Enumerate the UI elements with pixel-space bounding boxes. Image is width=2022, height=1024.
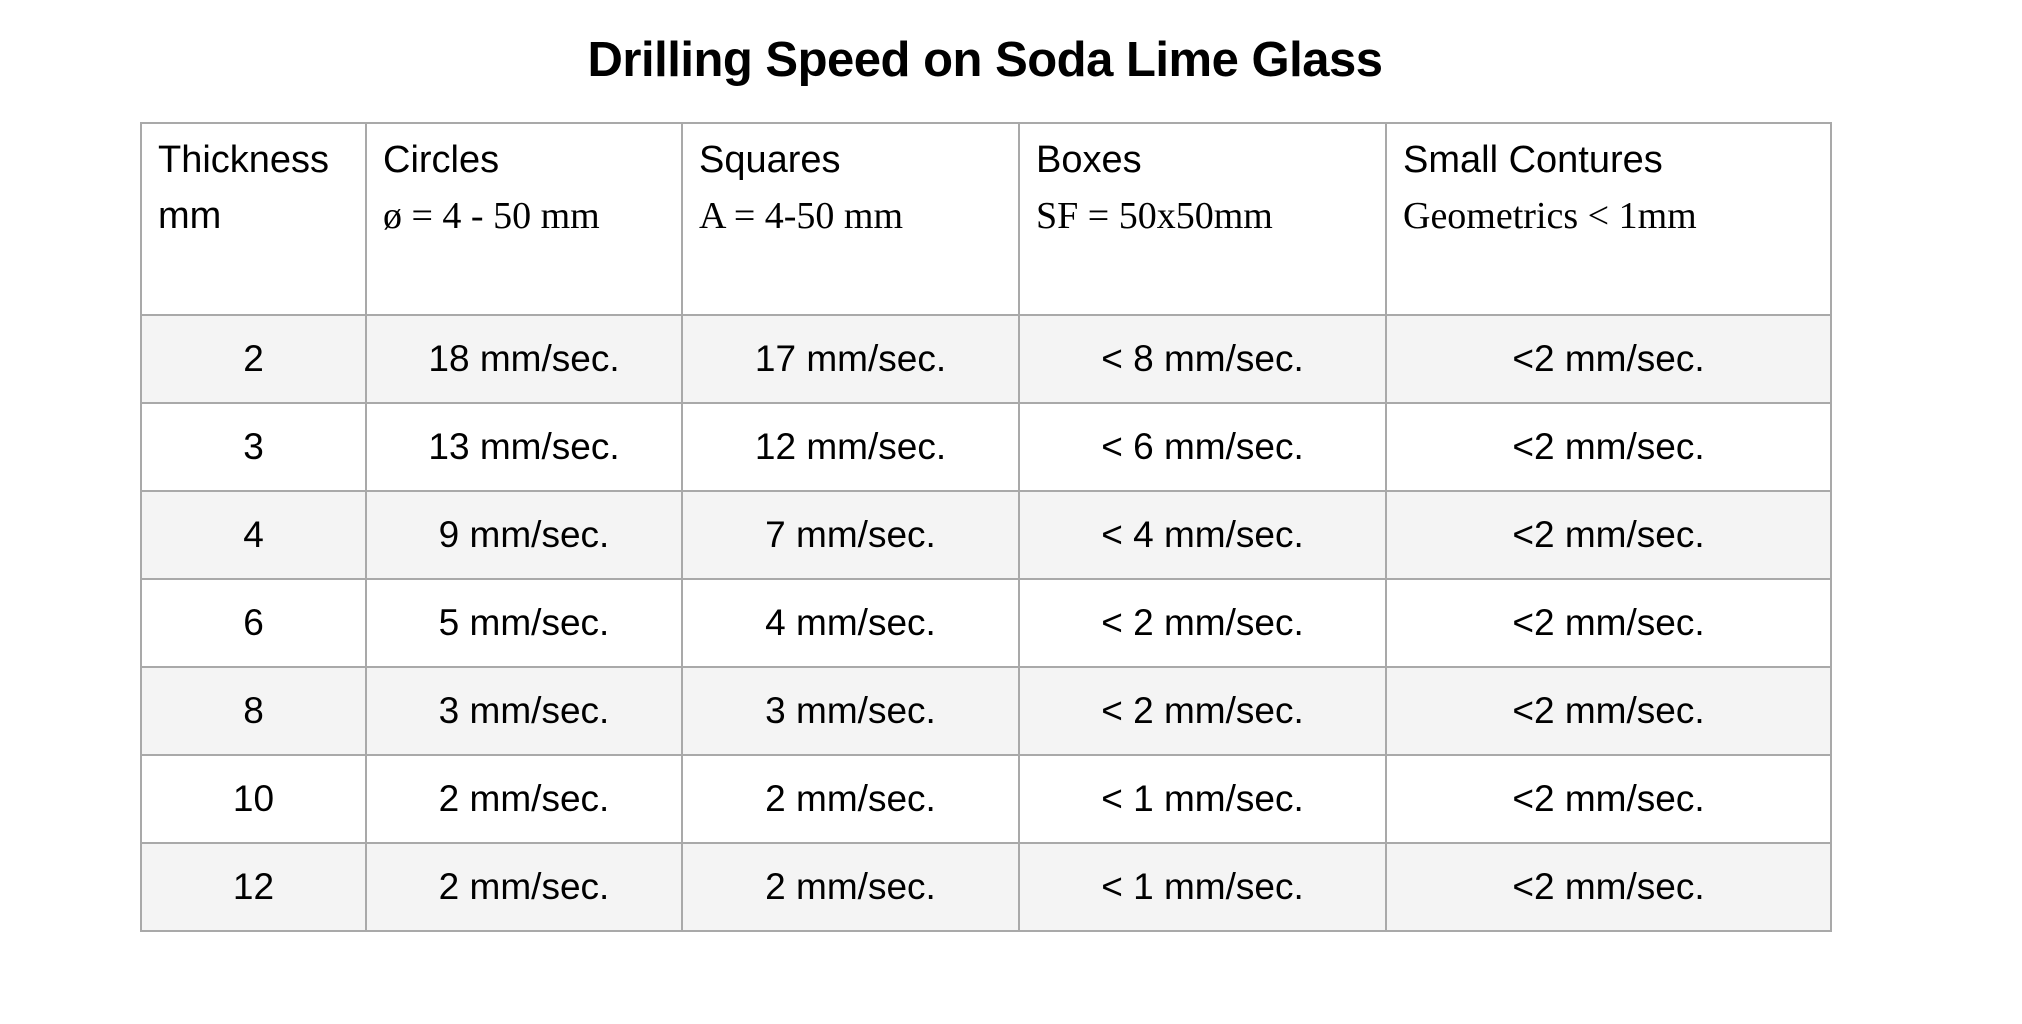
column-title: Squares	[699, 139, 841, 181]
table-cell-thickness: 2	[140, 314, 367, 404]
table-cell-thickness: 3	[140, 402, 367, 492]
table-cell: < 2 mm/sec.	[1018, 578, 1387, 668]
table-cell: <2 mm/sec.	[1385, 842, 1832, 932]
table-cell: 2 mm/sec.	[681, 842, 1020, 932]
column-subtitle: Geometrics < 1mm	[1403, 195, 1697, 237]
table-cell: 9 mm/sec.	[365, 490, 683, 580]
table-cell-thickness: 4	[140, 490, 367, 580]
table-cell: 12 mm/sec.	[681, 402, 1020, 492]
table-cell: 5 mm/sec.	[365, 578, 683, 668]
table-cell-thickness: 10	[140, 754, 367, 844]
table-cell: <2 mm/sec.	[1385, 490, 1832, 580]
table-row: 10 2 mm/sec. 2 mm/sec. < 1 mm/sec. <2 mm…	[140, 754, 1832, 844]
column-header-small-contures: Small Contures Geometrics < 1mm	[1385, 122, 1832, 316]
table-cell: <2 mm/sec.	[1385, 754, 1832, 844]
table-cell: < 8 mm/sec.	[1018, 314, 1387, 404]
column-title: Thickness	[158, 139, 330, 181]
column-subtitle: mm	[158, 195, 222, 237]
table-cell: 2 mm/sec.	[681, 754, 1020, 844]
column-header-squares: Squares A = 4-50 mm	[681, 122, 1020, 316]
column-header-boxes: Boxes SF = 50x50mm	[1018, 122, 1387, 316]
table-cell-thickness: 8	[140, 666, 367, 756]
header-row: Thickness mm Circles ø = 4 - 50 mm Squar…	[140, 122, 1832, 316]
table-body: 2 18 mm/sec. 17 mm/sec. < 8 mm/sec. <2 m…	[140, 314, 1832, 932]
table-row: 8 3 mm/sec. 3 mm/sec. < 2 mm/sec. <2 mm/…	[140, 666, 1832, 756]
table-cell: 4 mm/sec.	[681, 578, 1020, 668]
table-cell: 2 mm/sec.	[365, 754, 683, 844]
table-cell: < 1 mm/sec.	[1018, 754, 1387, 844]
column-subtitle: ø = 4 - 50 mm	[383, 195, 600, 237]
table-cell: 3 mm/sec.	[365, 666, 683, 756]
table-row: 12 2 mm/sec. 2 mm/sec. < 1 mm/sec. <2 mm…	[140, 842, 1832, 932]
page: Drilling Speed on Soda Lime Glass Thickn…	[140, 0, 1832, 1024]
column-subtitle: SF = 50x50mm	[1036, 195, 1273, 237]
column-title: Circles	[383, 139, 500, 181]
column-subtitle: A = 4-50 mm	[699, 195, 904, 237]
table-row: 6 5 mm/sec. 4 mm/sec. < 2 mm/sec. <2 mm/…	[140, 578, 1832, 668]
column-header-thickness: Thickness mm	[140, 122, 367, 316]
table-cell: 3 mm/sec.	[681, 666, 1020, 756]
table-cell: < 1 mm/sec.	[1018, 842, 1387, 932]
table-cell: 13 mm/sec.	[365, 402, 683, 492]
table-cell: < 2 mm/sec.	[1018, 666, 1387, 756]
table-cell: 18 mm/sec.	[365, 314, 683, 404]
table-row: 4 9 mm/sec. 7 mm/sec. < 4 mm/sec. <2 mm/…	[140, 490, 1832, 580]
table-cell-thickness: 12	[140, 842, 367, 932]
column-header-circles: Circles ø = 4 - 50 mm	[365, 122, 683, 316]
table-cell: 7 mm/sec.	[681, 490, 1020, 580]
drilling-speed-table: Thickness mm Circles ø = 4 - 50 mm Squar…	[140, 122, 1832, 932]
table-header: Thickness mm Circles ø = 4 - 50 mm Squar…	[140, 122, 1832, 316]
page-title: Drilling Speed on Soda Lime Glass	[587, 33, 1383, 87]
column-title: Boxes	[1036, 139, 1142, 181]
table-cell-thickness: 6	[140, 578, 367, 668]
table-row: 3 13 mm/sec. 12 mm/sec. < 6 mm/sec. <2 m…	[140, 402, 1832, 492]
table-cell: 2 mm/sec.	[365, 842, 683, 932]
table-cell: < 6 mm/sec.	[1018, 402, 1387, 492]
table-cell: <2 mm/sec.	[1385, 666, 1832, 756]
table-row: 2 18 mm/sec. 17 mm/sec. < 8 mm/sec. <2 m…	[140, 314, 1832, 404]
table-cell: <2 mm/sec.	[1385, 578, 1832, 668]
table-cell: <2 mm/sec.	[1385, 402, 1832, 492]
table-cell: <2 mm/sec.	[1385, 314, 1832, 404]
table-cell: < 4 mm/sec.	[1018, 490, 1387, 580]
column-title: Small Contures	[1403, 139, 1663, 181]
table-cell: 17 mm/sec.	[681, 314, 1020, 404]
